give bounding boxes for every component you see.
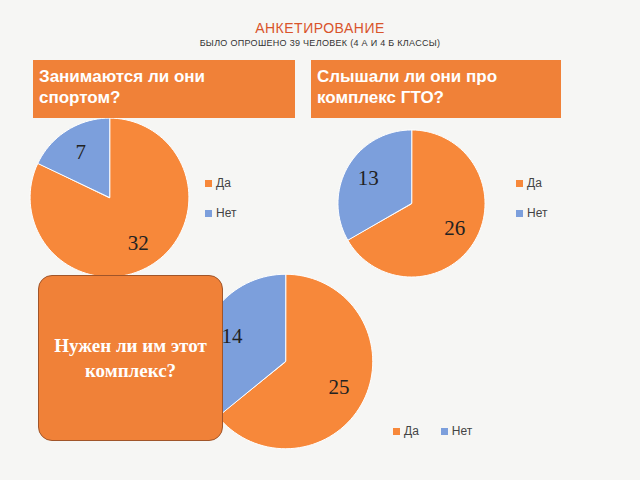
html-text:Нет: Нет xyxy=(527,206,548,220)
html-text:Да: Да xyxy=(216,176,231,190)
html-text:Да: Да xyxy=(527,176,542,190)
html-text:Нет: Нет xyxy=(216,206,237,220)
html-text:Занимаются ли они спортом?: Занимаются ли они спортом? xyxy=(39,67,205,107)
html-text:БЫЛО ОПРОШЕНО 39 ЧЕЛОВЕК (4 А: БЫЛО ОПРОШЕНО 39 ЧЕЛОВЕК (4 А И 4 Б КЛАС… xyxy=(199,38,441,48)
html-text:Да: Да xyxy=(404,424,419,438)
svg-text:14: 14 xyxy=(221,324,243,348)
html-text:Нет: Нет xyxy=(451,424,473,438)
html-text:Слышали ли они про комплекс ГТ: Слышали ли они про комплекс ГТО? xyxy=(317,67,497,107)
html-text:АНКЕТИРОВАНИЕ: АНКЕТИРОВАНИЕ xyxy=(255,20,385,36)
svg-text:7: 7 xyxy=(75,140,86,164)
html-text:Нужен ли им этот комплекс?: Нужен ли им этот комплекс? xyxy=(54,335,207,381)
svg-text:32: 32 xyxy=(128,231,149,255)
svg-text:25: 25 xyxy=(329,375,350,399)
svg-text:13: 13 xyxy=(358,166,379,190)
svg-text:26: 26 xyxy=(444,216,465,240)
